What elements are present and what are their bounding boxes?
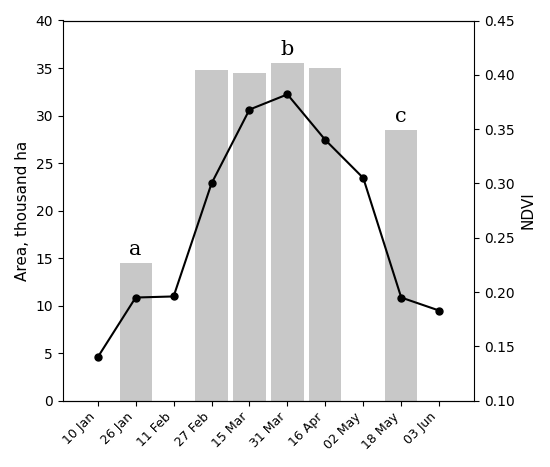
Bar xyxy=(309,68,342,401)
Bar xyxy=(195,70,228,401)
Y-axis label: Area, thousand ha: Area, thousand ha xyxy=(15,141,30,281)
Bar xyxy=(385,130,417,401)
Bar xyxy=(119,263,152,401)
Y-axis label: NDVI: NDVI xyxy=(520,192,535,229)
Text: b: b xyxy=(281,41,294,59)
Bar xyxy=(271,63,304,401)
Text: c: c xyxy=(395,107,407,126)
Bar xyxy=(233,73,266,401)
Text: a: a xyxy=(129,240,142,259)
